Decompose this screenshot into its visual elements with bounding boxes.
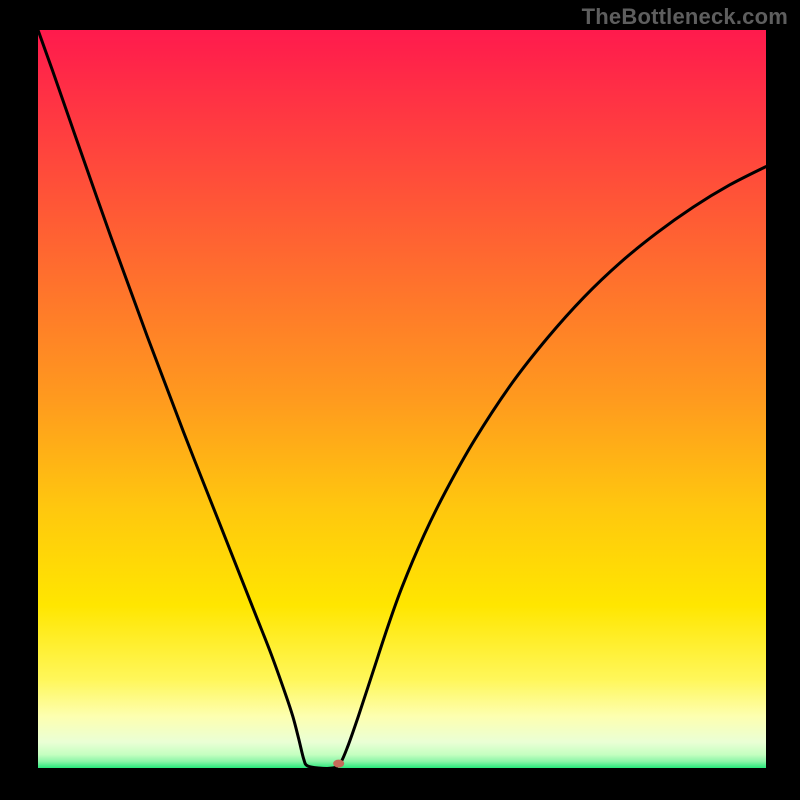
plot-area — [38, 30, 766, 768]
chart-container: TheBottleneck.com — [0, 0, 800, 800]
bottleneck-curve — [38, 30, 766, 768]
optimum-marker — [333, 759, 345, 768]
watermark-text: TheBottleneck.com — [582, 4, 788, 30]
curve-path — [38, 30, 766, 768]
